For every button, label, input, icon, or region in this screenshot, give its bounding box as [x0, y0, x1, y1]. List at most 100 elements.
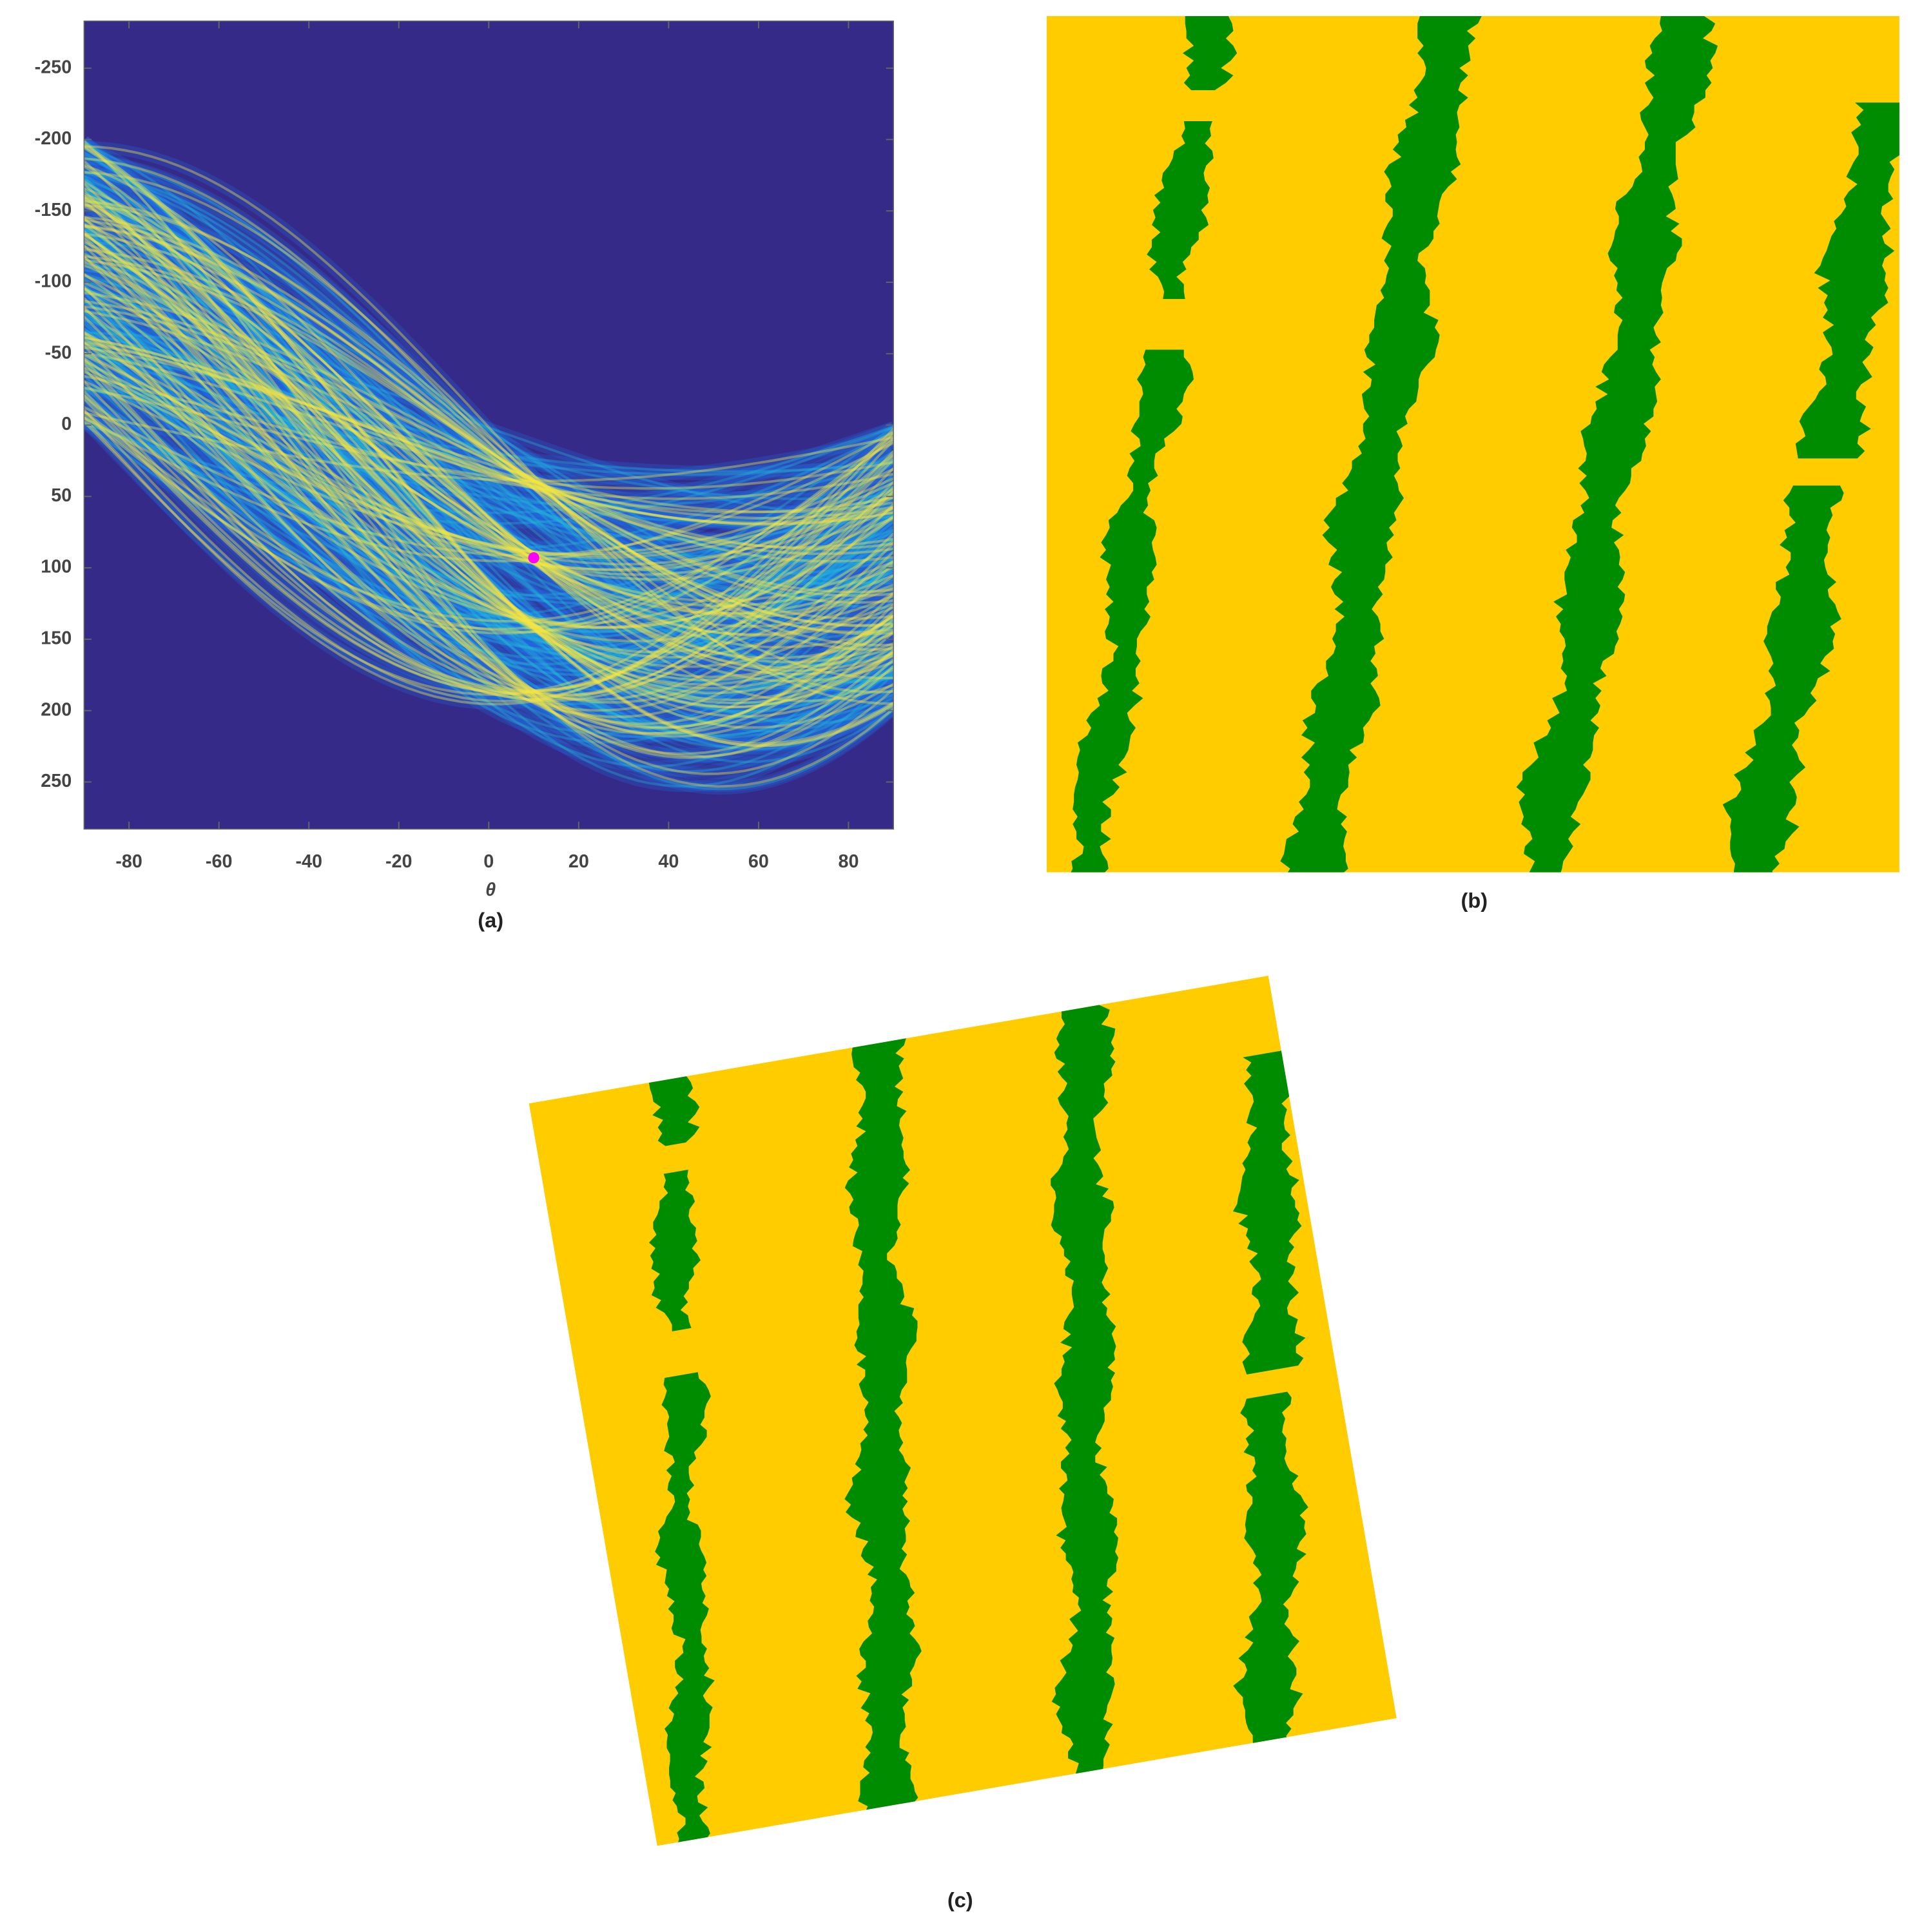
hough-band	[84, 337, 894, 638]
hough-curve	[84, 354, 894, 500]
hough-curve	[84, 309, 894, 584]
hough-band	[84, 338, 894, 633]
hough-band	[84, 394, 894, 699]
hough-band	[84, 414, 894, 710]
hough-curve	[84, 346, 894, 514]
hough-curve	[84, 422, 894, 617]
hough-band	[84, 225, 894, 733]
crop-row	[1233, 1391, 1308, 1749]
hough-band	[84, 218, 894, 653]
hough-band	[84, 274, 894, 625]
hough-band	[84, 327, 894, 585]
hough-curve	[84, 305, 894, 712]
hough-curve	[84, 215, 894, 660]
hough-curve	[84, 342, 894, 629]
hough-curve	[84, 140, 894, 788]
hough-curve	[84, 188, 894, 705]
hough-band	[84, 419, 894, 621]
x-tick-label: 80	[838, 851, 859, 872]
hough-curve	[84, 360, 894, 651]
hough-band	[84, 418, 894, 530]
hough-band	[84, 229, 894, 690]
hough-band	[84, 215, 894, 638]
hough-curve	[84, 189, 894, 759]
hough-curve	[84, 362, 894, 698]
hough-band	[84, 287, 894, 567]
hough-curve	[84, 200, 894, 651]
hough-curve	[84, 224, 894, 690]
hough-band	[84, 347, 894, 518]
hough-curve	[84, 146, 894, 745]
hough-curve	[84, 228, 894, 696]
hough-curve	[84, 233, 894, 682]
hough-curve	[84, 334, 894, 706]
hough-curve	[84, 171, 894, 680]
hough-curve	[84, 357, 894, 625]
hough-curve	[84, 194, 894, 708]
hough-band	[84, 376, 894, 560]
hough-band	[84, 264, 894, 590]
hough-curve	[84, 146, 894, 751]
hough-curve	[84, 333, 894, 630]
hough-band	[84, 150, 894, 726]
hough-band	[84, 251, 894, 601]
hough-curve	[84, 145, 894, 747]
crop-row	[1182, 15, 1238, 91]
hough-curve	[84, 162, 894, 749]
hough-curve	[84, 230, 894, 735]
hough-curve	[84, 297, 894, 704]
hough-curve	[84, 323, 894, 652]
panel-c	[529, 976, 1397, 1846]
hough-band	[84, 297, 894, 601]
hough-curve	[84, 390, 894, 693]
crop-row	[1280, 15, 1482, 873]
hough-curve	[84, 374, 894, 666]
hough-curve	[84, 241, 894, 637]
hough-curve	[84, 416, 894, 563]
hough-curve	[84, 398, 894, 597]
hough-band	[84, 193, 894, 709]
crop-row	[1071, 349, 1194, 873]
hough-band	[84, 312, 894, 579]
hough-band	[84, 257, 894, 602]
hough-band	[84, 180, 894, 777]
hough-band	[84, 269, 894, 599]
hough-band	[84, 220, 894, 694]
hough-curve	[84, 351, 894, 639]
hough-band	[84, 198, 894, 673]
hough-curve	[84, 343, 894, 541]
hough-curve	[84, 157, 894, 695]
hough-band	[84, 359, 894, 604]
hough-curve	[84, 139, 894, 791]
hough-curve	[84, 195, 894, 672]
hough-band	[84, 283, 894, 722]
hough-curve	[84, 197, 894, 709]
hough-band	[84, 269, 894, 619]
hough-curve	[84, 259, 894, 594]
hough-band	[84, 153, 894, 698]
hough-band	[84, 319, 894, 655]
x-tick-label: -60	[206, 851, 233, 872]
hough-curve	[84, 256, 894, 668]
y-tick-label: 0	[61, 414, 72, 434]
hough-band	[84, 211, 894, 664]
hough-band	[84, 139, 894, 752]
hough-curve	[84, 194, 894, 666]
hough-band	[84, 196, 894, 760]
hough-curve	[84, 188, 894, 737]
hough-curve	[84, 223, 894, 649]
hough-band	[84, 331, 894, 710]
crop-row	[1147, 121, 1214, 300]
hough-band	[84, 356, 894, 575]
hough-curve	[84, 342, 894, 576]
caption: (a)	[478, 908, 503, 932]
y-tick-label: 200	[41, 699, 72, 720]
hough-band	[84, 355, 894, 706]
hough-curve	[84, 417, 894, 550]
hough-curve	[84, 202, 894, 702]
hough-band	[84, 227, 894, 739]
hough-band	[84, 309, 894, 637]
field-image	[529, 976, 1397, 1846]
hough-band	[84, 364, 894, 705]
hough-band	[84, 412, 894, 567]
